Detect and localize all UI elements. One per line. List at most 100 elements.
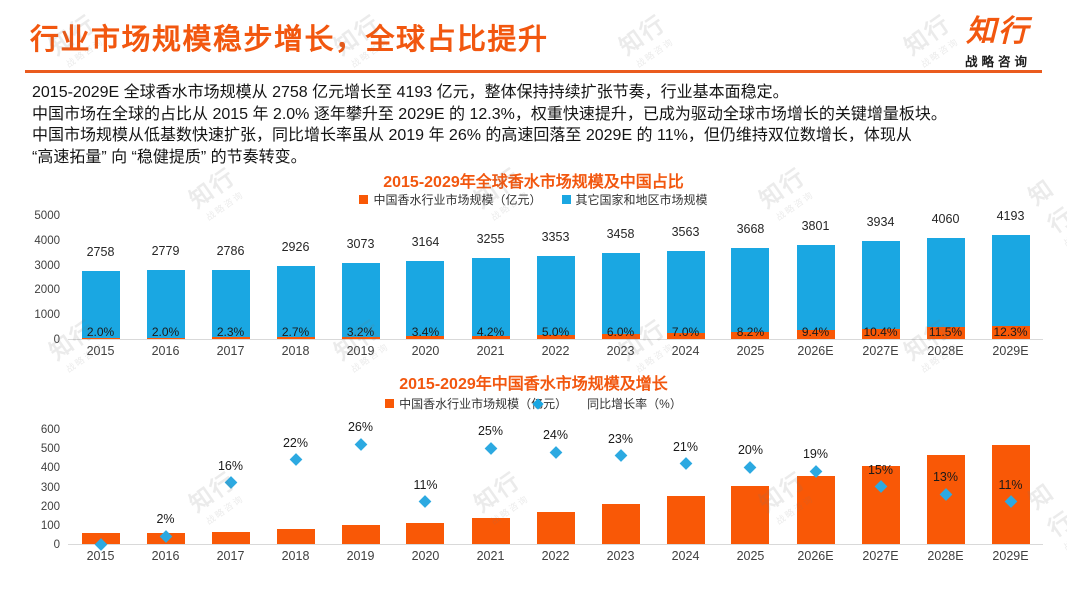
total-value-label: 3668 (736, 222, 765, 237)
y-axis-tick: 100 (40, 519, 60, 532)
bar-group: 4060 11.5% 2028E (913, 212, 978, 358)
y-axis-tick: 1000 (34, 309, 60, 322)
bar-group: 4193 12.3% 2029E (978, 209, 1043, 358)
world-market-bar (796, 244, 835, 331)
china-market-bar (276, 528, 315, 544)
growth-rate-label: 11% (998, 477, 1023, 492)
bar-group: 2779 2.0% 2016 (133, 216, 198, 358)
bar-group: 3458 6.0% 2023 (588, 216, 653, 358)
blue-square-icon (561, 195, 571, 204)
total-value-label: 3934 (866, 215, 895, 230)
chart1-title: 2015-2029年全球香水市场规模及中国占比 (383, 174, 684, 191)
world-market-bar (471, 258, 510, 336)
bar-group: 3164 3.4% 2020 (393, 216, 458, 358)
world-market-bar (926, 238, 965, 328)
total-value-label: 2779 (151, 244, 180, 259)
x-axis-label: 2027E (862, 549, 899, 563)
bar-group: 21% 2024 (653, 430, 718, 563)
x-axis-label: 2022 (541, 549, 570, 563)
legend-item-growth-rate: 同比增长率（%） (531, 395, 682, 412)
x-axis-label: 2023 (606, 549, 635, 563)
growth-rate-marker (679, 457, 692, 470)
china-share-label: 12.3% (993, 325, 1028, 339)
watermark: 知行 战略咨询 (611, 5, 679, 72)
growth-rate-label: 13% (932, 470, 959, 485)
growth-rate-label: 19% (802, 447, 829, 462)
china-market-bar (211, 531, 250, 544)
x-axis-label: 2018 (281, 549, 310, 563)
x-axis-label: 2029E (992, 344, 1029, 358)
growth-rate-label: 23% (607, 431, 634, 446)
bar-group: 24% 2022 (523, 428, 588, 563)
china-share-label: 10.4% (863, 325, 898, 339)
summary-line: 2015-2029E 全球香水市场规模从 2758 亿元增长至 4193 亿元，… (32, 84, 789, 101)
bar-group: 22% 2018 (263, 430, 328, 563)
china-share-label: 8.2% (736, 325, 765, 339)
x-axis-label: 2020 (411, 344, 440, 358)
china-market-segment (211, 337, 250, 339)
x-axis-label: 2021 (476, 344, 505, 358)
growth-rate-label: 24% (542, 428, 569, 442)
logo-subtext: 战略咨询 (964, 55, 1031, 69)
x-axis-label: 2022 (541, 344, 570, 358)
brand-logo: 知行 战略咨询 (965, 6, 1031, 70)
total-value-label: 3164 (411, 234, 440, 249)
x-axis-label: 2028E (927, 549, 964, 563)
legend-label: 中国香水行业市场规模（亿元） (373, 193, 542, 207)
china-market-segment (796, 330, 835, 339)
x-axis-label: 2021 (476, 549, 505, 563)
y-axis-tick: 2000 (34, 284, 60, 297)
x-axis-label: 2023 (606, 344, 635, 358)
summary-text: 2015-2029E 全球香水市场规模从 2758 亿元增长至 4193 亿元，… (32, 82, 1043, 168)
world-market-bar (406, 260, 445, 337)
bar-group: 3255 4.2% 2021 (458, 216, 523, 358)
world-market-bar (536, 255, 575, 335)
x-axis-label: 2017 (216, 344, 245, 358)
china-share-label: 2.7% (281, 325, 310, 339)
china-market-segment (991, 326, 1030, 339)
bar-group: 19% 2026E (783, 430, 848, 563)
growth-rate-label: 20% (737, 443, 763, 458)
china-market-bar (406, 523, 445, 544)
china-market-segment (276, 337, 315, 339)
legend-label: 同比增长率（%） (587, 397, 682, 411)
bar-group: 23% 2023 (588, 430, 653, 563)
x-axis-label: 2025 (736, 344, 765, 358)
x-axis-label: 2015 (86, 549, 115, 563)
watermark-subtext: 战略咨询 (1061, 227, 1067, 249)
bar-group: 25% 2021 (458, 424, 523, 563)
china-market-segment (861, 328, 900, 339)
world-market-bar (81, 270, 120, 338)
watermark: 知行 战略咨询 (896, 5, 964, 72)
x-axis-label: 2016 (151, 549, 180, 563)
growth-rate-marker (484, 441, 497, 455)
growth-rate-label: 21% (672, 439, 699, 454)
china-share-label: 3.2% (346, 325, 375, 339)
y-axis-tick: 4000 (34, 234, 60, 247)
x-axis-label: 2016 (151, 344, 180, 358)
china-market-bar (601, 504, 640, 544)
y-axis-tick: 600 (40, 424, 60, 436)
china-market-bar (471, 517, 510, 544)
bar-group: 2015 (68, 430, 133, 563)
total-value-label: 2786 (216, 243, 245, 258)
world-market-bar (861, 241, 900, 329)
chart2: 0 100 200 300 400 500 600 2015 2% 2016 16% 2017 22%… (28, 420, 1043, 563)
china-market-segment (81, 337, 120, 339)
total-value-label: 2758 (86, 244, 115, 259)
growth-rate-label: 25% (477, 424, 504, 439)
china-market-segment (666, 332, 705, 339)
legend-label: 其它国家和地区市场规模 (575, 193, 708, 207)
total-value-label: 3458 (606, 227, 635, 242)
orange-square-icon (359, 195, 369, 204)
growth-rate-marker (354, 437, 367, 451)
china-share-label: 4.2% (476, 325, 505, 339)
growth-rate-label: 22% (282, 435, 309, 450)
china-share-label: 6.0% (606, 325, 635, 339)
chart2-y-axis: 0 100 200 300 400 500 600 (28, 424, 68, 551)
china-share-label: 9.4% (801, 325, 830, 339)
x-axis-label: 2026E (797, 344, 834, 358)
world-market-bar (991, 235, 1030, 327)
legend-item-other-regions: 其它国家和地区市场规模 (561, 191, 708, 208)
